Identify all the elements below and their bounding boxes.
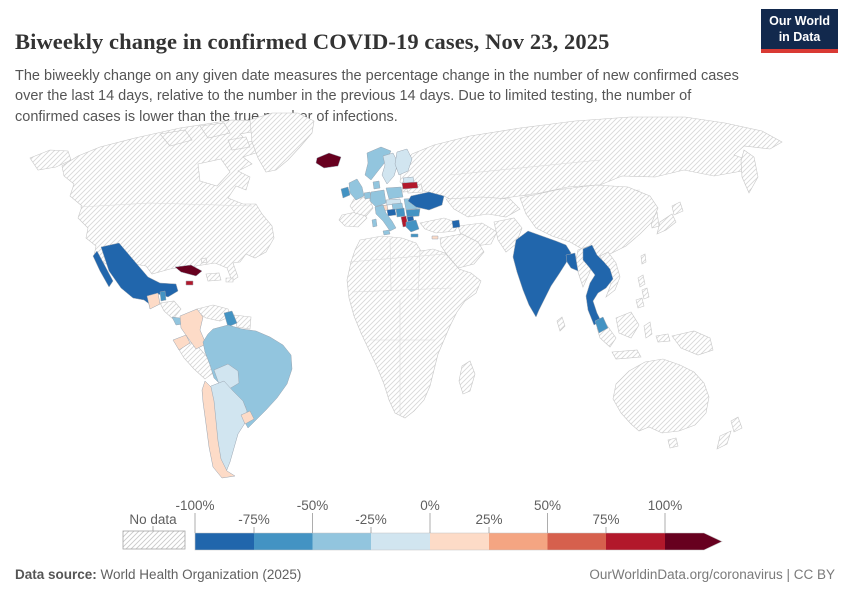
chart-footer: Data source: World Health Organization (… [15,567,835,582]
data-source: Data source: World Health Organization (… [15,567,301,582]
country-norway[interactable] [364,146,392,181]
region-africa[interactable] [346,235,482,419]
region-usa-canada[interactable] [61,119,275,282]
country-croatia[interactable] [386,208,397,217]
country-latvia[interactable] [401,181,419,190]
owid-link[interactable]: OurWorldinData.org/coronavirus | CC BY [589,567,835,582]
legend-bar-outline [194,532,723,551]
region-greenland[interactable] [249,112,315,173]
world-map [29,112,783,479]
page-title: Biweekly change in confirmed COVID-19 ca… [15,29,610,55]
legend-segment-3[interactable] [371,533,430,550]
data-source-value: World Health Organization (2025) [100,567,302,582]
region-philippines[interactable] [635,274,650,309]
country-ecuador[interactable] [172,334,191,351]
legend-segment-4[interactable] [430,533,489,550]
country-brazil[interactable] [202,324,293,429]
region-central-asia[interactable] [445,196,521,218]
map-legend: No data -100% -50% 0% 50% 100% -75% -25%… [122,498,723,551]
country-ukraine[interactable] [407,191,445,211]
legend-segment-5[interactable] [489,533,548,550]
region-australia[interactable] [612,358,710,434]
owid-logo[interactable]: Our World in Data [761,9,838,54]
legend-segment-6[interactable] [547,533,607,550]
region-new-guinea[interactable] [671,330,714,356]
country-iceland[interactable] [315,152,342,169]
legend-label--100: -100% [175,498,214,513]
country-guyana[interactable] [223,310,238,328]
country-italy[interactable] [371,204,397,236]
legend-label--50: -50% [297,498,329,513]
owid-logo-line2: in Data [778,29,821,44]
region-tasmania[interactable] [667,437,679,449]
region-new-zealand[interactable] [716,416,743,450]
country-jamaica[interactable] [185,280,194,286]
region-china[interactable] [519,184,659,258]
country-armenia[interactable] [451,219,461,229]
border-africa-internal [348,237,453,415]
legend-label--25: -25% [355,512,387,527]
country-thailand-laos[interactable] [582,244,614,326]
legend-segment-7[interactable] [606,533,665,550]
country-germany[interactable] [369,189,387,208]
country-uk[interactable] [348,178,365,201]
country-cuba[interactable] [174,264,203,277]
legend-no-data-label: No data [129,512,177,527]
region-arctic-islands[interactable] [159,122,251,151]
country-finland[interactable] [394,148,413,176]
country-denmark[interactable] [372,180,381,190]
country-uruguay[interactable] [240,410,255,425]
country-chile[interactable] [201,380,236,479]
region-taiwan[interactable] [640,253,647,265]
region-japan[interactable] [656,201,684,235]
chart-subtitle: The biweekly change on any given date me… [15,67,739,125]
legend-no-data-swatch[interactable] [122,530,186,550]
legend-label-75: 75% [592,512,619,527]
country-greece[interactable] [405,219,420,238]
data-source-label: Data source: [15,567,97,582]
region-turkey[interactable] [419,217,460,234]
legend-segment-2[interactable] [312,533,372,550]
country-belize[interactable] [159,290,167,302]
country-cyprus[interactable] [431,235,439,240]
legend-segment-1[interactable] [254,533,313,550]
legend-segment-0[interactable] [195,533,254,550]
country-malaysia[interactable] [594,316,609,334]
legend-label-0: 0% [420,498,440,513]
region-alaska[interactable] [29,149,72,171]
region-hispaniola[interactable] [205,272,222,282]
legend-label--75: -75% [238,512,270,527]
region-madagascar[interactable] [458,360,476,395]
legend-label-100: 100% [648,498,683,513]
legend-segment-8-arrow[interactable] [665,533,722,550]
region-indonesia[interactable] [596,311,671,360]
region-sri-lanka[interactable] [556,316,566,332]
legend-label-25: 25% [475,512,502,527]
country-poland[interactable] [385,186,404,200]
legend-label-50: 50% [534,498,561,513]
owid-logo-line1: Our World [769,14,830,28]
region-caribbean-islands[interactable] [200,257,234,283]
country-bulgaria[interactable] [405,208,421,218]
border-us-canada [79,202,253,208]
country-bangladesh[interactable] [565,252,579,272]
region-honduras-nicaragua[interactable] [159,300,182,320]
country-netherlands[interactable] [363,191,372,200]
country-india[interactable] [512,230,572,318]
country-sweden[interactable] [381,152,399,185]
country-guatemala[interactable] [146,292,161,310]
region-kamchatka[interactable] [740,149,759,194]
country-serbia[interactable] [395,207,406,218]
country-ireland[interactable] [340,186,351,199]
